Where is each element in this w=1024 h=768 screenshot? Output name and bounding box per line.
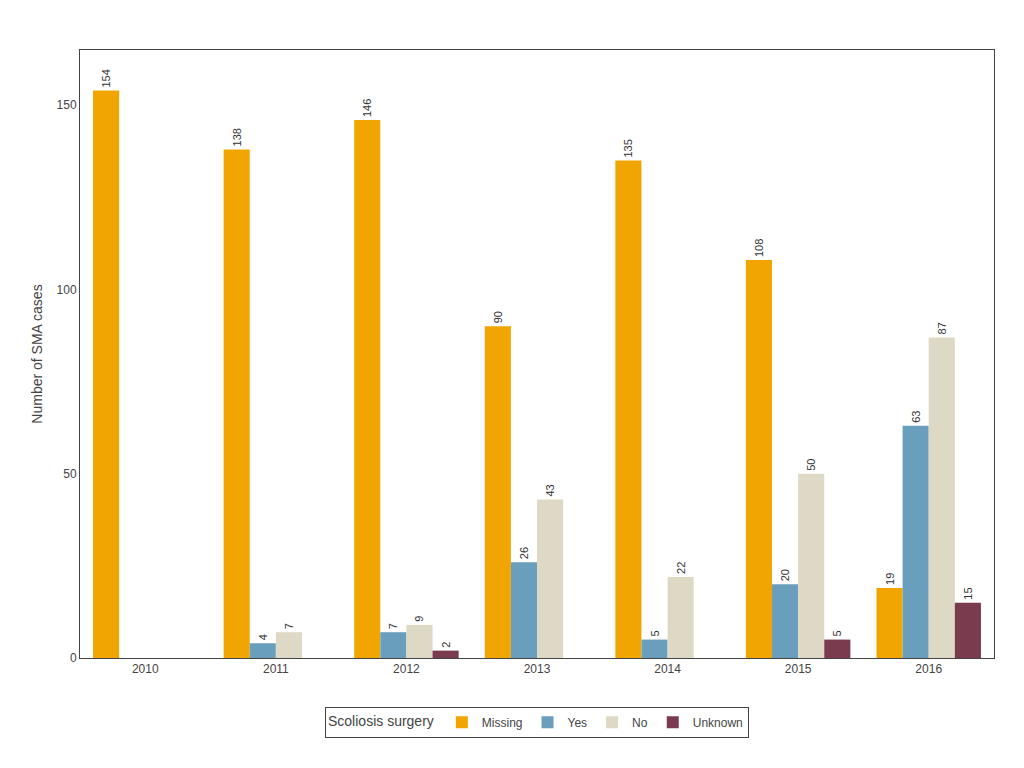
svg-text:50: 50 [805, 459, 817, 471]
svg-text:138: 138 [231, 128, 243, 146]
svg-text:150: 150 [57, 98, 77, 112]
svg-text:2011: 2011 [263, 662, 289, 676]
svg-text:135: 135 [622, 139, 634, 157]
svg-text:4: 4 [257, 634, 269, 640]
svg-text:2015: 2015 [785, 662, 812, 676]
svg-text:7: 7 [283, 623, 295, 629]
svg-text:2016: 2016 [915, 662, 942, 676]
svg-text:19: 19 [884, 573, 896, 585]
svg-text:5: 5 [649, 630, 661, 636]
svg-text:0: 0 [70, 651, 77, 665]
svg-text:Yes: Yes [568, 716, 588, 730]
svg-text:2010: 2010 [132, 662, 159, 676]
svg-text:No: No [632, 716, 648, 730]
svg-text:87: 87 [936, 322, 948, 334]
svg-text:2012: 2012 [393, 662, 420, 676]
svg-text:2013: 2013 [524, 662, 551, 676]
svg-text:50: 50 [63, 467, 77, 481]
svg-text:26: 26 [518, 547, 530, 559]
svg-text:Number of SMA cases: Number of SMA cases [29, 284, 45, 423]
svg-text:22: 22 [675, 562, 687, 574]
svg-text:5: 5 [831, 630, 843, 636]
svg-text:100: 100 [57, 283, 77, 297]
svg-text:9: 9 [413, 616, 425, 622]
svg-text:2: 2 [440, 642, 452, 648]
svg-text:15: 15 [962, 587, 974, 599]
svg-text:Missing: Missing [482, 716, 523, 730]
svg-text:108: 108 [753, 239, 765, 257]
svg-text:2014: 2014 [654, 662, 681, 676]
svg-text:Unknown: Unknown [693, 716, 743, 730]
svg-text:7: 7 [387, 623, 399, 629]
svg-text:90: 90 [492, 311, 504, 323]
svg-text:Scoliosis surgery: Scoliosis surgery [328, 713, 434, 729]
svg-text:63: 63 [910, 411, 922, 423]
svg-text:146: 146 [361, 99, 373, 117]
svg-text:43: 43 [544, 484, 556, 496]
svg-text:20: 20 [779, 569, 791, 581]
svg-text:154: 154 [100, 69, 112, 87]
